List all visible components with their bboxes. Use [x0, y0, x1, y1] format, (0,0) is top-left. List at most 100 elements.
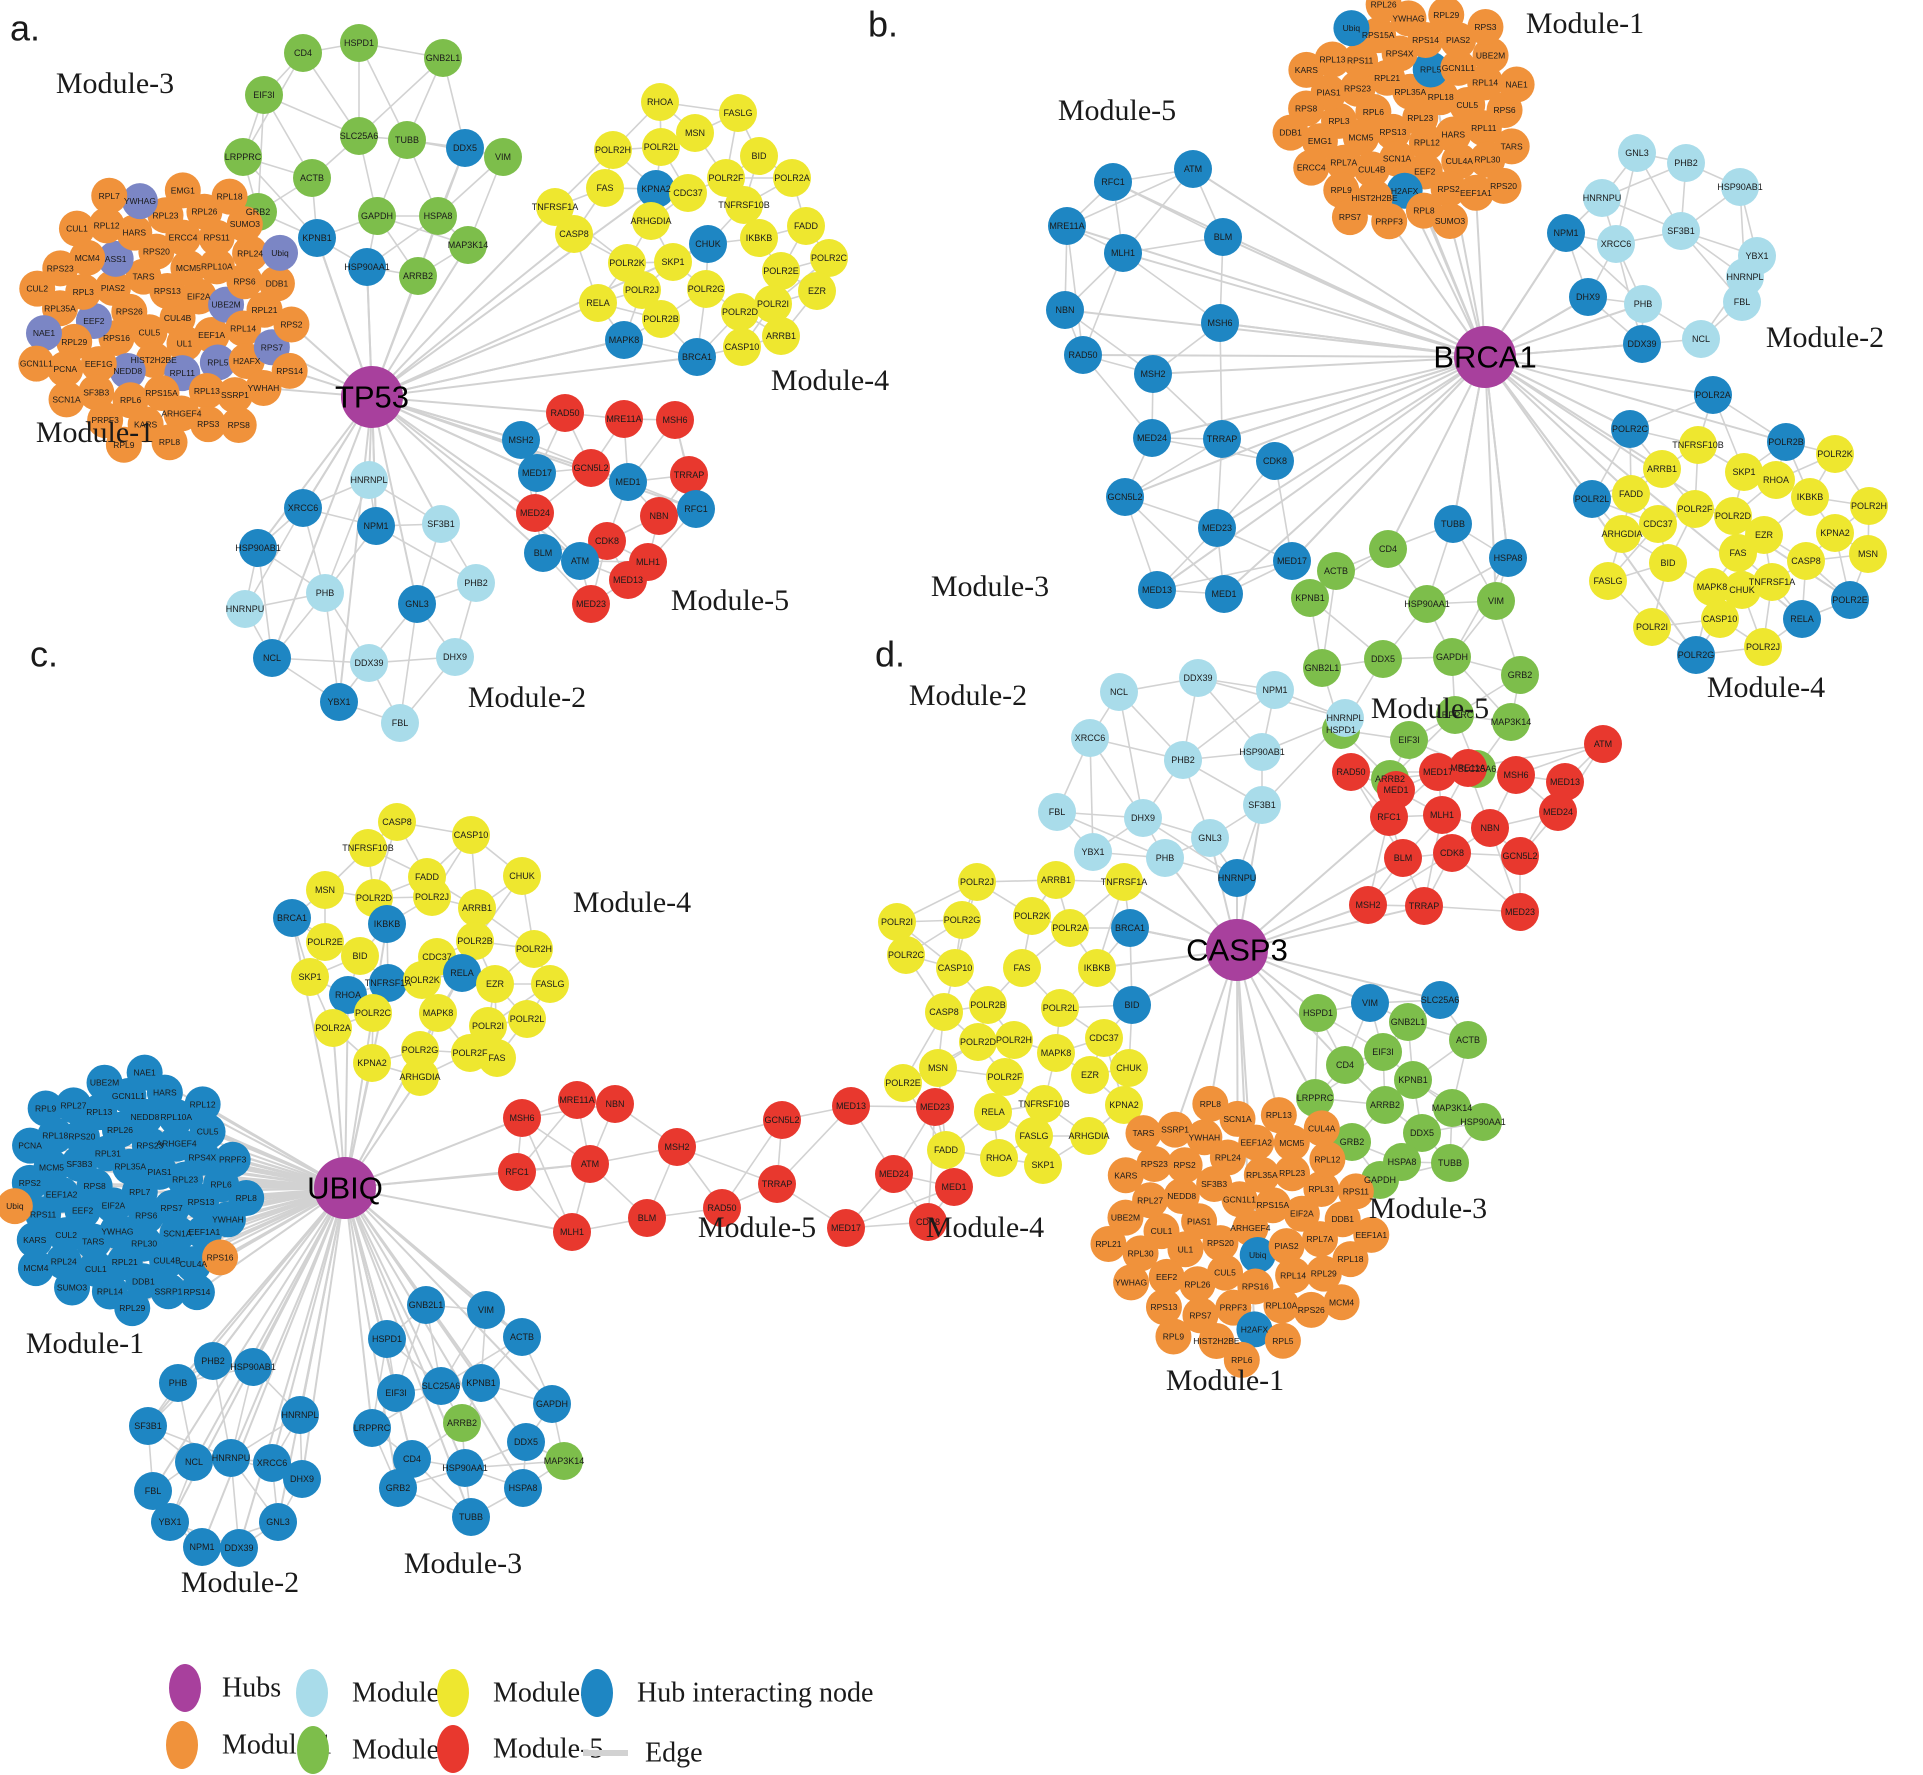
node-POLR2H[interactable]	[515, 930, 553, 968]
node-CUL4B[interactable]	[149, 1242, 186, 1279]
node-MSH6[interactable]	[1201, 304, 1239, 342]
node-RPS15A[interactable]	[1254, 1187, 1291, 1224]
node-TARS[interactable]	[1125, 1115, 1162, 1152]
node-MED24[interactable]	[516, 494, 554, 532]
node-RPS2[interactable]	[1166, 1147, 1203, 1184]
node-MED17[interactable]	[518, 454, 556, 492]
node-RELA[interactable]	[1783, 600, 1821, 638]
node-CUL1[interactable]	[58, 210, 95, 247]
node-KPNB1[interactable]	[298, 219, 336, 257]
node-TUBB[interactable]	[1431, 1144, 1469, 1182]
node-HSPD1[interactable]	[340, 24, 378, 62]
node-ACTB[interactable]	[503, 1318, 541, 1356]
node-MED1[interactable]	[609, 463, 647, 501]
node-GCN5L2[interactable]	[1501, 837, 1539, 875]
node-POLR2J[interactable]	[413, 878, 451, 916]
node-GNB2L1[interactable]	[1303, 649, 1341, 687]
node-MAPK8[interactable]	[1037, 1034, 1075, 1072]
node-GCN5L2[interactable]	[572, 449, 610, 487]
node-TRRAP[interactable]	[670, 456, 708, 494]
node-EIF3I[interactable]	[245, 76, 283, 114]
node-POLR2F[interactable]	[707, 159, 745, 197]
node-RPS23[interactable]	[1339, 70, 1376, 107]
node-NPM1[interactable]	[1547, 214, 1585, 252]
node-VIM[interactable]	[1351, 984, 1389, 1022]
node-CHUK[interactable]	[689, 225, 727, 263]
node-HSP90AB1[interactable]	[1721, 168, 1759, 206]
node-NBN[interactable]	[640, 497, 678, 535]
node-HSP90AB1[interactable]	[239, 529, 277, 567]
node-CDK8[interactable]	[588, 522, 626, 560]
node-HNRNPU[interactable]	[226, 590, 264, 628]
node-ERCC4[interactable]	[1293, 149, 1330, 186]
node-TNFRSF1A[interactable]	[536, 188, 574, 226]
node-RPL30[interactable]	[1122, 1235, 1159, 1272]
node-PHB2[interactable]	[194, 1342, 232, 1380]
node-DHX9[interactable]	[1124, 799, 1162, 837]
node-CUL5[interactable]	[189, 1113, 226, 1150]
node-MED23[interactable]	[572, 585, 610, 623]
node-LRPPRC[interactable]	[1296, 1079, 1334, 1117]
node-PIAS2[interactable]	[1268, 1228, 1305, 1265]
node-RPS8[interactable]	[220, 407, 257, 444]
node-POLR2C[interactable]	[1611, 410, 1649, 448]
node-KPNA2[interactable]	[1105, 1086, 1143, 1124]
node-MED17[interactable]	[1273, 542, 1311, 580]
node-Ubiq[interactable]	[262, 234, 299, 271]
node-HNRNPL[interactable]	[1326, 699, 1364, 737]
node-POLR2B[interactable]	[1767, 423, 1805, 461]
node-SF3B1[interactable]	[129, 1407, 167, 1445]
node-RPS6[interactable]	[226, 263, 263, 300]
node-RPL12[interactable]	[88, 207, 125, 244]
node-PCNA[interactable]	[12, 1127, 49, 1164]
node-SKP1[interactable]	[291, 958, 329, 996]
node-RHOA[interactable]	[1757, 461, 1795, 499]
node-SSRP1[interactable]	[150, 1273, 187, 1310]
node-HNRNPL[interactable]	[281, 1396, 319, 1434]
node-GCN1L1[interactable]	[18, 345, 55, 382]
node-VIM[interactable]	[484, 138, 522, 176]
node-RFC1[interactable]	[1094, 163, 1132, 201]
node-RPL21[interactable]	[1090, 1226, 1127, 1263]
node-RPL29[interactable]	[114, 1290, 151, 1327]
node-SF3B1[interactable]	[1662, 212, 1700, 250]
node-SKP1[interactable]	[654, 243, 692, 281]
node-YWHAG[interactable]	[1113, 1264, 1150, 1301]
node-POLR2H[interactable]	[1850, 487, 1888, 525]
node-RELA[interactable]	[443, 954, 481, 992]
node-RPL12[interactable]	[1309, 1141, 1346, 1178]
node-IKBKB[interactable]	[368, 905, 406, 943]
node-LRPPRC[interactable]	[1436, 696, 1474, 734]
node-Ubiq[interactable]	[0, 1188, 33, 1225]
node-MLH1[interactable]	[553, 1213, 591, 1251]
node-KPNA2[interactable]	[1816, 514, 1854, 552]
node-KPNB1[interactable]	[1291, 579, 1329, 617]
node-HSP90AA1[interactable]	[348, 248, 386, 286]
node-SF3B1[interactable]	[1243, 786, 1281, 824]
node-EMG1[interactable]	[164, 172, 201, 209]
node-MED1[interactable]	[1205, 575, 1243, 613]
node-LRPPRC[interactable]	[224, 138, 262, 176]
node-HSPA8[interactable]	[419, 197, 457, 235]
node-MAP3K14[interactable]	[545, 1442, 583, 1480]
node-SLC25A6[interactable]	[1421, 981, 1459, 1019]
node-POLR2L[interactable]	[1573, 480, 1611, 518]
node-MSN[interactable]	[1849, 535, 1887, 573]
node-NAE1[interactable]	[126, 1054, 163, 1091]
node-SCN1A[interactable]	[1219, 1100, 1256, 1137]
node-MSH2[interactable]	[502, 421, 540, 459]
node-PIAS2[interactable]	[94, 269, 131, 306]
node-DDX5[interactable]	[1403, 1114, 1441, 1152]
node-PIAS1[interactable]	[1181, 1203, 1218, 1240]
node-RPL35A[interactable]	[1243, 1156, 1280, 1193]
node-MCM5[interactable]	[1273, 1124, 1310, 1161]
node-RHOA[interactable]	[641, 83, 679, 121]
node-MED17[interactable]	[1419, 753, 1457, 791]
node-POLR2E[interactable]	[1831, 581, 1869, 619]
node-ARHGDIA[interactable]	[1070, 1117, 1108, 1155]
node-MAPK8[interactable]	[605, 321, 643, 359]
node-POLR2K[interactable]	[403, 961, 441, 999]
node-UL1[interactable]	[166, 325, 203, 362]
node-MED13[interactable]	[609, 561, 647, 599]
node-POLR2I[interactable]	[469, 1007, 507, 1045]
